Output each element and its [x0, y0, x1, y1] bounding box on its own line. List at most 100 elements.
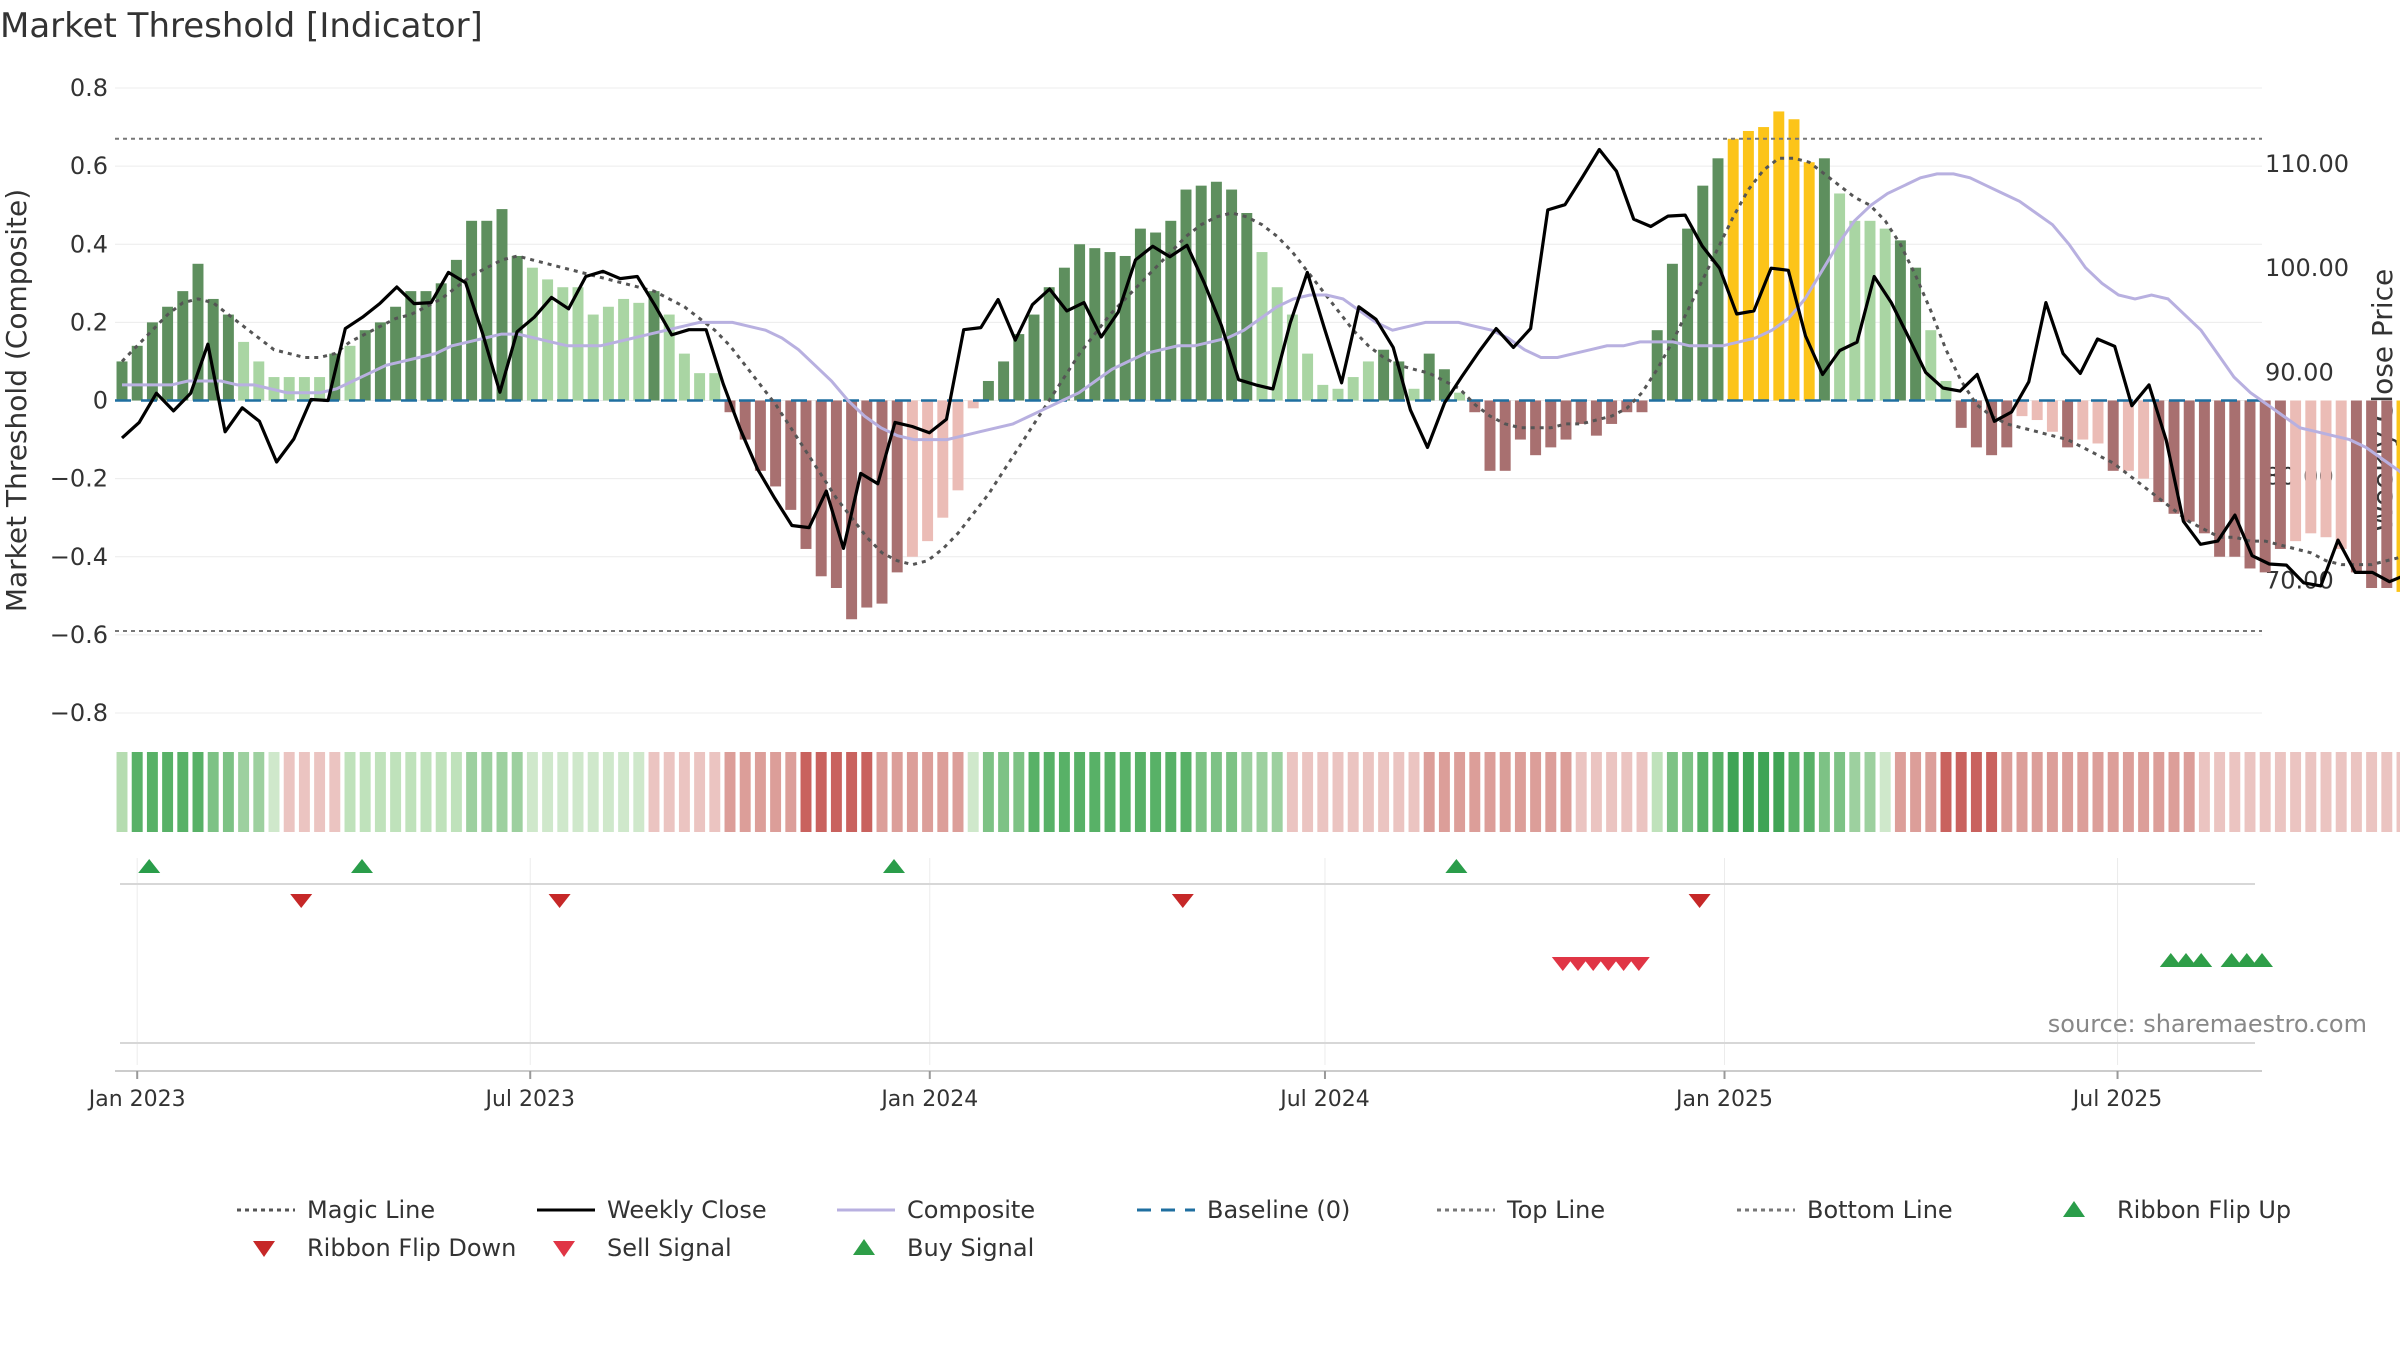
composite-bar	[1347, 377, 1359, 401]
composite-bar	[192, 263, 204, 401]
ribbon-cell	[937, 752, 949, 832]
composite-bar	[1043, 287, 1055, 401]
composite-bar	[2396, 400, 2400, 592]
ribbon-cell	[1621, 752, 1633, 832]
ribbon-cell	[2350, 752, 2362, 832]
ribbon-cell	[466, 752, 478, 832]
composite-bar	[1134, 228, 1146, 401]
composite-bar	[2016, 400, 2028, 417]
ribbon-cell	[1028, 752, 1040, 832]
composite-bar	[694, 373, 706, 401]
ribbon-cell	[329, 752, 341, 832]
composite-bar	[146, 322, 158, 401]
ribbon-cell	[785, 752, 797, 832]
ribbon-cell	[1879, 752, 1891, 832]
composite-bar	[116, 361, 128, 401]
composite-bar	[648, 291, 660, 401]
ribbon-cell	[739, 752, 751, 832]
ribbon-cell	[283, 752, 295, 832]
composite-bar	[344, 345, 356, 401]
composite-bar	[1378, 349, 1390, 401]
y-tick-label: 0.6	[70, 152, 108, 180]
ribbon-flip-down-marker	[1171, 894, 1194, 908]
composite-bar	[982, 380, 994, 401]
sell-signal-marker	[1567, 957, 1589, 971]
ribbon-cell	[770, 752, 782, 832]
composite-bar	[1803, 162, 1815, 401]
legend-label: Buy Signal	[907, 1234, 1035, 1262]
ribbon-cell	[192, 752, 204, 832]
ribbon-cell	[830, 752, 842, 832]
ribbon-cell	[222, 752, 234, 832]
ribbon-cell	[268, 752, 280, 832]
ribbon-cell	[238, 752, 250, 832]
ribbon-cell	[2290, 752, 2302, 832]
composite-bar	[998, 361, 1010, 401]
ribbon-cell	[405, 752, 417, 832]
ribbon-cell	[131, 752, 143, 832]
y2-tick-label: 100.00	[2265, 254, 2349, 282]
ribbon-cell	[891, 752, 903, 832]
composite-bar	[238, 341, 250, 401]
magic-line	[120, 156, 2400, 567]
composite-bar	[1469, 400, 1481, 413]
composite-bar	[633, 302, 645, 401]
composite-bar	[1560, 400, 1572, 440]
legend-swatch	[1137, 1208, 1195, 1212]
ribbon-cell	[1849, 752, 1861, 832]
composite-bar	[1241, 213, 1253, 401]
composite-bar	[2107, 400, 2119, 471]
composite-bar	[2001, 400, 2013, 448]
x-tick-label: Jul 2025	[2071, 1087, 2163, 1112]
y-axis-label: Market Threshold (Composite)	[0, 189, 33, 612]
ribbon-cell	[1165, 752, 1177, 832]
ribbon-cell	[1788, 752, 1800, 832]
ribbon-flip-down-marker	[1688, 894, 1711, 908]
ribbon-cell	[1134, 752, 1146, 832]
ribbon-cell	[1530, 752, 1542, 832]
market-threshold-chart: 0.8 0.6 0.4 0.2 0 −0.2 −0.4 −0.6 −0.8 110.00 100.0…	[0, 74, 2400, 1112]
ribbon-cell	[800, 752, 812, 832]
ribbon-cell	[177, 752, 189, 832]
composite-bar	[1606, 400, 1618, 424]
composite-bar	[2350, 400, 2362, 573]
ribbon-cell	[906, 752, 918, 832]
composite-bar	[1074, 244, 1086, 401]
ribbon-cell	[1834, 752, 1846, 832]
composite-bar	[314, 377, 326, 401]
y-tick-label: 0	[93, 387, 108, 415]
ribbon-cell	[2138, 752, 2150, 832]
ribbon-cell	[450, 752, 462, 832]
ribbon-cell	[1013, 752, 1025, 832]
x-tick-label: Jul 2023	[483, 1087, 575, 1112]
buy-signal-marker	[2220, 953, 2243, 967]
ribbon-cell	[1560, 752, 1572, 832]
composite-bar	[1955, 400, 1967, 428]
composite-bar	[1271, 287, 1283, 401]
ribbon-cell	[2198, 752, 2210, 832]
composite-bar	[2274, 400, 2286, 549]
ribbon-flip-up-marker	[138, 859, 161, 873]
ribbon-cell	[1408, 752, 1420, 832]
composite-bar	[526, 267, 538, 401]
buy-signal-marker	[2251, 953, 2273, 967]
ribbon-cell	[1286, 752, 1298, 832]
ribbon-cell	[1651, 752, 1663, 832]
ribbon-cell	[1058, 752, 1070, 832]
composite-bar	[2062, 400, 2074, 448]
ribbon-cell	[754, 752, 766, 832]
composite-bar	[2183, 400, 2195, 522]
x-tick-label: Jan 2023	[87, 1087, 186, 1112]
composite-bar	[1423, 353, 1435, 401]
ribbon-cell	[998, 752, 1010, 832]
ribbon-cell	[633, 752, 645, 832]
ribbon-cell	[2274, 752, 2286, 832]
composite-bar	[177, 291, 189, 401]
page-title: Market Threshold [Indicator]	[0, 6, 483, 46]
composite-bar	[1818, 158, 1830, 401]
legend-label: Sell Signal	[607, 1234, 732, 1262]
composite-bar	[253, 361, 265, 401]
ribbon-cell	[2381, 752, 2393, 832]
legend-swatch	[837, 1208, 895, 1212]
ribbon-cell	[587, 752, 599, 832]
